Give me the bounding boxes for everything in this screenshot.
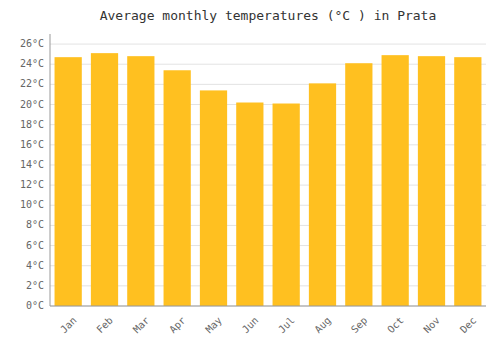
y-tick-label: 16°C — [20, 139, 44, 150]
bar — [200, 90, 227, 306]
grid-line — [50, 44, 486, 45]
y-axis-line — [50, 34, 51, 306]
bar — [273, 104, 300, 306]
x-tick-label: Jan — [58, 315, 79, 336]
bar — [345, 63, 372, 306]
x-tick-label: Oct — [385, 315, 406, 336]
chart-container: 0°C 2°C 4°C 6°C 8°C 10°C 12°C 14°C 16°C 18°C 20°C 2… — [0, 0, 500, 350]
title: Average monthly temperatures (°C ) in Pr… — [100, 8, 437, 23]
y-tick-labels: 0°C 2°C 4°C 6°C 8°C 10°C 12°C 14°C 16°C 18°C 20°C 2… — [20, 38, 44, 311]
bar — [382, 55, 409, 306]
y-tick-label: 2°C — [26, 280, 44, 291]
bar — [91, 53, 118, 306]
bar — [164, 70, 191, 306]
background — [0, 0, 500, 350]
y-tick-label: 26°C — [20, 38, 44, 49]
x-tick-labels: Jan Feb Mar Apr May Jun Jul Aug Sep Oct Nov Dec — [58, 315, 478, 336]
x-tick-label: Nov — [421, 315, 442, 336]
chart: 0°C 2°C 4°C 6°C 8°C 10°C 12°C 14°C 16°C 18°C 20°C 2… — [0, 0, 500, 350]
bar — [55, 57, 82, 306]
bar — [236, 103, 263, 306]
y-tick-label: 22°C — [20, 78, 44, 89]
bars — [55, 53, 482, 306]
bar — [454, 57, 481, 306]
bar — [309, 83, 336, 306]
grid — [50, 44, 486, 306]
x-tick-label: Jul — [276, 315, 297, 336]
x-tick-label: May — [203, 315, 224, 336]
x-tick-label: Feb — [94, 315, 115, 336]
y-tick-label: 0°C — [26, 300, 44, 311]
y-tick-label: 4°C — [26, 260, 44, 271]
x-tick-label: Jun — [240, 315, 261, 336]
y-tick-label: 6°C — [26, 240, 44, 251]
x-tick-label: Sep — [349, 315, 370, 336]
y-tick-label: 14°C — [20, 159, 44, 170]
y-tick-label: 12°C — [20, 179, 44, 190]
grid-line — [50, 306, 486, 307]
y-tick-label: 10°C — [20, 199, 44, 210]
x-tick-label: Dec — [458, 315, 479, 336]
x-tick-label: Mar — [131, 315, 152, 336]
x-tick-label: Aug — [312, 315, 333, 336]
bar — [127, 56, 154, 306]
x-tick-label: Apr — [167, 315, 188, 336]
bar — [418, 56, 445, 306]
y-tick-label: 24°C — [20, 58, 44, 69]
y-tick-label: 8°C — [26, 219, 44, 230]
y-tick-label: 20°C — [20, 99, 44, 110]
y-tick-label: 18°C — [20, 119, 44, 130]
x-axis-line — [50, 306, 486, 307]
